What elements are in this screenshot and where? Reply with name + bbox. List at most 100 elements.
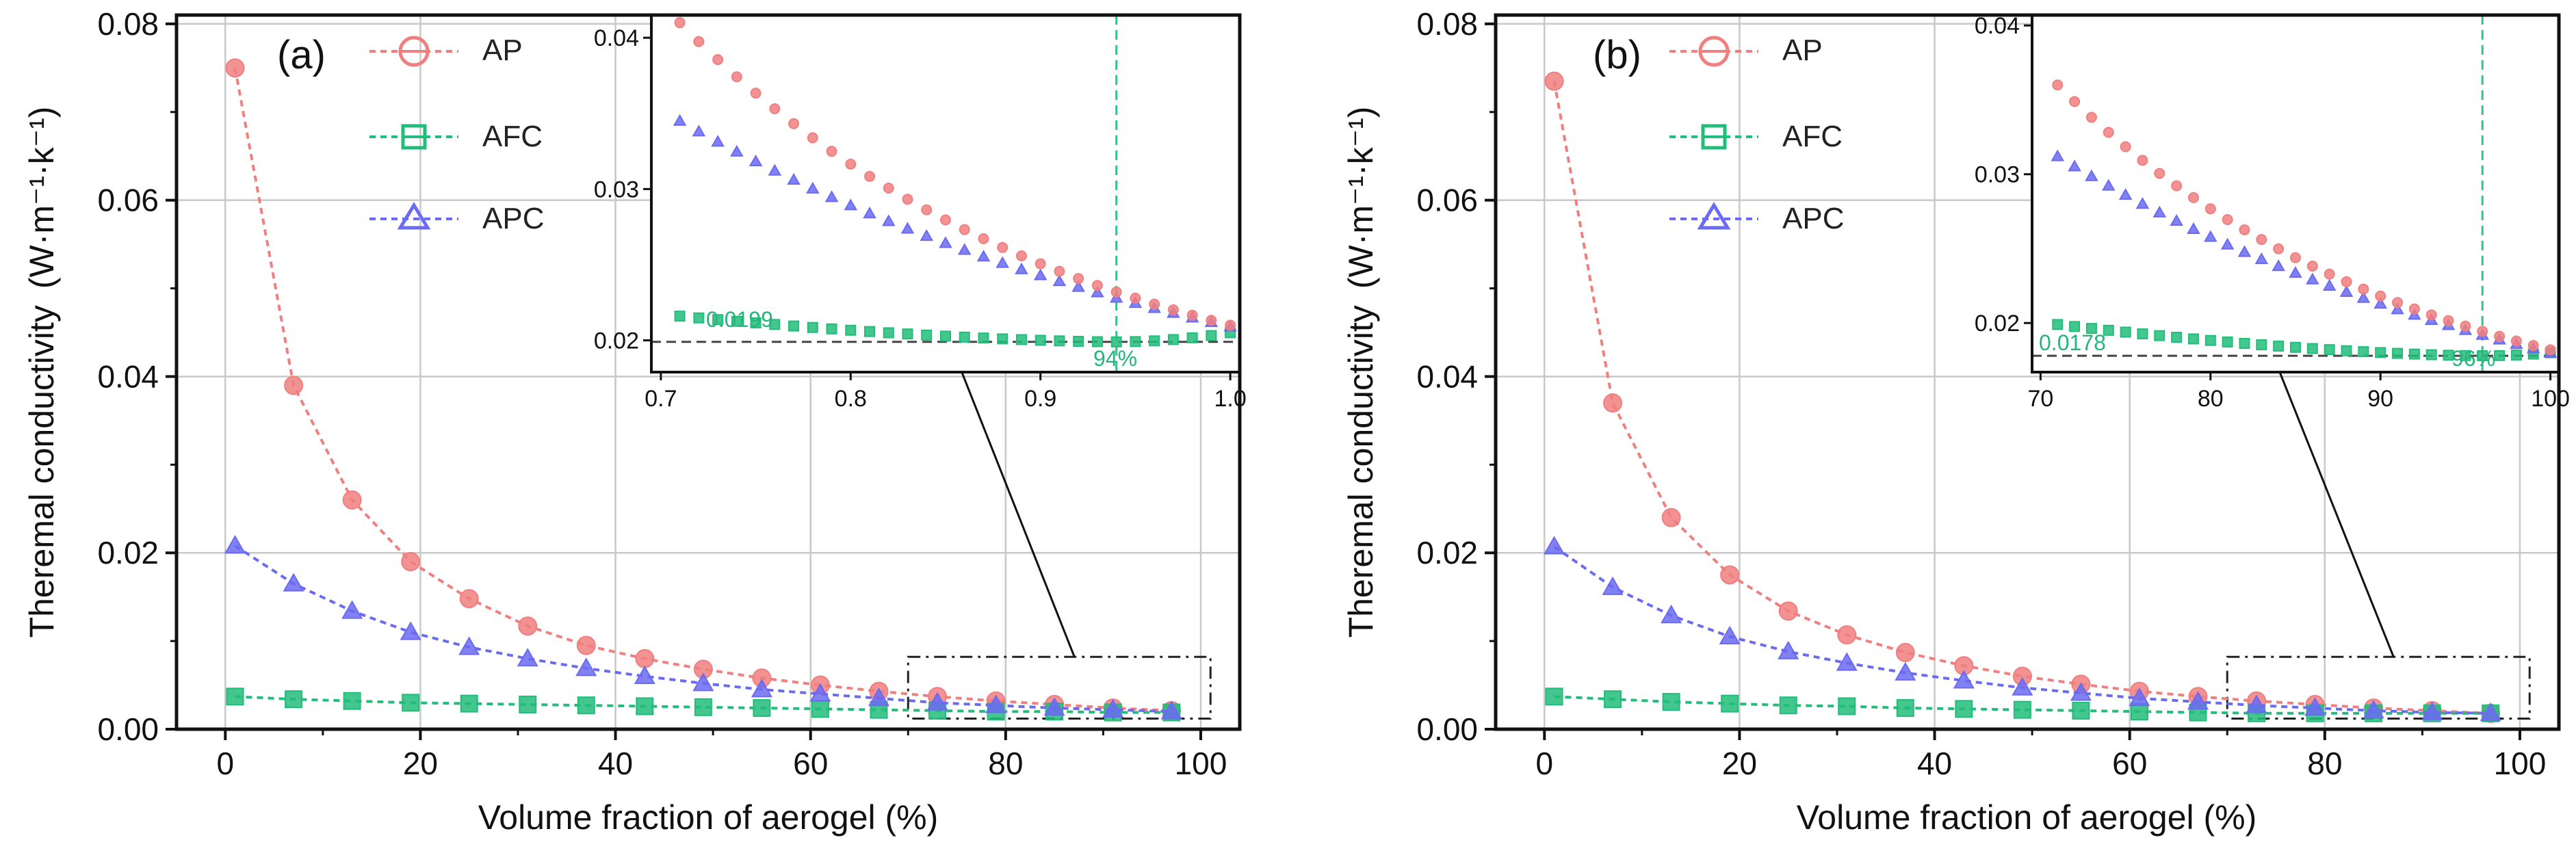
- inset-point-afc-25: [2477, 350, 2488, 362]
- inset-point-ap-24: [1130, 292, 1141, 304]
- inset-point-ap-0: [2052, 79, 2064, 91]
- inset-point-ap-12: [2256, 234, 2267, 246]
- x-tick-label-4: 80: [988, 746, 1023, 781]
- inset-x-tick-label-1: 80: [2198, 386, 2224, 412]
- inset-point-afc-0: [674, 311, 686, 322]
- inset-point-afc-6: [2154, 330, 2165, 341]
- x-tick-label-4: 80: [2307, 746, 2342, 781]
- inset-point-ap-16: [2324, 268, 2335, 280]
- point-afc-0: [1545, 687, 1563, 706]
- inset-point-ap-18: [2358, 283, 2369, 295]
- legend-label-afc: AFC: [1782, 120, 1843, 153]
- legend-label-apc: APC: [1782, 202, 1844, 235]
- inset-point-afc-15: [2306, 343, 2318, 354]
- inset-point-afc-17: [997, 333, 1009, 345]
- inset-y-tick-label-0: 0.02: [1975, 311, 2020, 337]
- series-line-ap: [233, 67, 1172, 712]
- inset-point-ap-1: [2069, 96, 2081, 107]
- point-ap-1: [1603, 393, 1623, 413]
- series-line-afc: [1554, 695, 2491, 715]
- inset-point-afc-3: [731, 315, 742, 327]
- inset-point-apc-17: [996, 256, 1009, 268]
- inset-point-ap-17: [997, 241, 1009, 253]
- inset-point-ap-19: [1035, 258, 1046, 270]
- y-tick-label-3: 0.06: [1416, 183, 1478, 218]
- point-afc-2: [1662, 693, 1680, 711]
- inset-point-apc-16: [976, 250, 991, 262]
- x-tick-label-0: 0: [216, 746, 234, 781]
- inset-point-apc-20: [1052, 274, 1067, 287]
- inset-point-apc-3: [2102, 179, 2116, 191]
- inset-point-afc-1: [693, 312, 705, 324]
- inset-point-ap-5: [769, 103, 781, 114]
- inset-point-ap-0: [674, 17, 686, 29]
- inset-point-ap-7: [2171, 180, 2183, 192]
- point-apc-16: [2480, 702, 2501, 722]
- inset-point-ap-27: [2510, 335, 2522, 347]
- inset-point-afc-5: [769, 319, 781, 330]
- point-apc-8: [692, 672, 714, 692]
- inset-point-ap-8: [2187, 192, 2199, 203]
- y-tick-label-4: 0.08: [97, 6, 159, 42]
- inset-point-apc-3: [730, 144, 744, 157]
- inset-point-apc-15: [2306, 272, 2319, 285]
- inset-point-apc-5: [2135, 197, 2150, 209]
- inset-point-apc-4: [749, 154, 763, 167]
- point-afc-4: [460, 694, 478, 713]
- inset-point-ap-7: [807, 132, 818, 144]
- inset-point-ap-20: [2392, 297, 2404, 309]
- inset-y-tick-label-0: 0.02: [594, 328, 639, 354]
- inset-point-apc-15: [957, 243, 972, 255]
- inset-point-ap-9: [845, 158, 857, 170]
- inset-point-afc-14: [940, 330, 951, 342]
- point-ap-4: [1778, 601, 1798, 621]
- inset-point-afc-26: [1167, 334, 1179, 345]
- inset-point-afc-20: [2392, 347, 2404, 359]
- inset-point-afc-23: [1110, 336, 1122, 347]
- inset-point-afc-2: [712, 314, 724, 326]
- inset-point-apc-19: [1033, 268, 1048, 280]
- inset-point-apc-18: [2356, 291, 2371, 303]
- inset-point-apc-7: [2170, 214, 2183, 226]
- x-axis-label: Volume fraction of aerogel (%): [478, 798, 939, 837]
- point-apc-3: [400, 621, 421, 640]
- point-apc-1: [283, 573, 304, 592]
- inset-point-apc-12: [2254, 252, 2269, 265]
- point-apc-6: [1895, 661, 1916, 681]
- inset-point-afc-6: [788, 320, 800, 332]
- inset-point-ap-26: [2494, 330, 2506, 342]
- y-axis-label-text: Theremal conductivity: [23, 305, 61, 638]
- inset-point-afc-7: [2171, 332, 2183, 343]
- inset-y-tick-label-2: 0.04: [594, 25, 639, 51]
- point-afc-3: [1721, 694, 1739, 713]
- panel-label: (b): [1593, 33, 1641, 77]
- inset-point-ap-6: [788, 118, 800, 129]
- arrow-line: [944, 330, 1076, 657]
- inset-point-ap-16: [978, 233, 989, 245]
- inset-point-apc-9: [2204, 230, 2217, 242]
- x-axis-label: Volume fraction of aerogel (%): [1797, 798, 2257, 837]
- inset-point-ap-1: [693, 36, 705, 47]
- y-axis-label-text: Theremal conductivity: [1342, 305, 1380, 638]
- y-tick-label-0: 0.00: [1416, 711, 1478, 747]
- inset-point-ap-11: [883, 182, 894, 194]
- legend-item-ap: AP: [1669, 34, 1823, 67]
- inset-point-ap-3: [2103, 127, 2114, 138]
- series: [1544, 71, 2501, 723]
- point-apc-1: [1602, 576, 1624, 595]
- inset-point-afc-23: [2443, 350, 2454, 361]
- point-apc-15: [2421, 701, 2443, 720]
- inset-point-ap-17: [2341, 276, 2352, 287]
- inset-point-afc-13: [2273, 340, 2285, 352]
- point-ap-0: [225, 58, 245, 78]
- inset-x-tick-label-3: 1.0: [1214, 386, 1246, 412]
- x-tick-label-1: 20: [1722, 746, 1757, 781]
- point-afc-6: [1896, 699, 1914, 718]
- inset-point-afc-12: [2256, 339, 2267, 351]
- point-apc-4: [1778, 640, 1799, 659]
- inset-point-ap-14: [2290, 252, 2301, 263]
- inset-point-ap-26: [1167, 304, 1179, 315]
- y-tick-label-4: 0.08: [1416, 6, 1478, 42]
- inset-point-apc-20: [2391, 302, 2404, 315]
